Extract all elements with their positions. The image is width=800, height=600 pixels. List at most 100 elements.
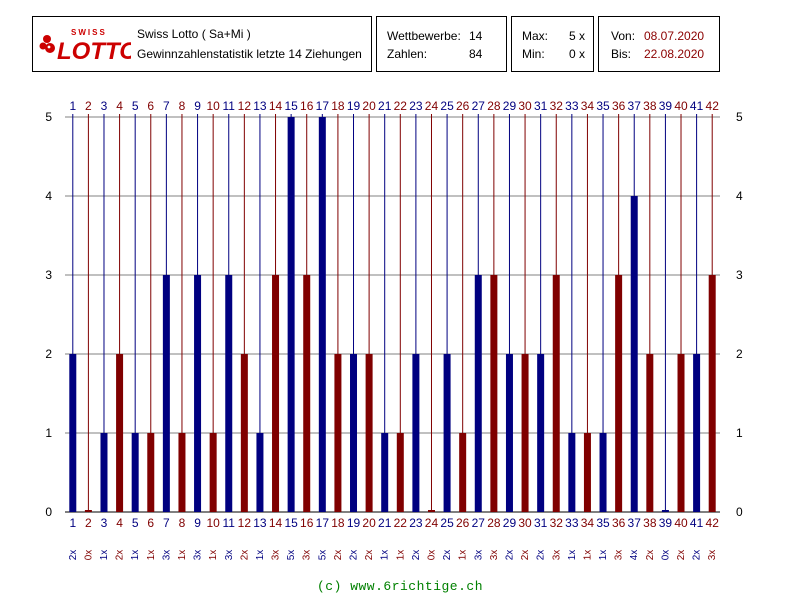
number-label-bottom: 15: [284, 516, 298, 530]
y-tick-label-right: 4: [736, 189, 743, 203]
number-label-top: 8: [179, 99, 186, 113]
von-label: Von:: [611, 29, 636, 43]
bar-number-36: [615, 275, 623, 512]
number-label-top: 17: [316, 99, 330, 113]
y-tick-label-left: 3: [45, 268, 52, 282]
number-label-bottom: 35: [596, 516, 610, 530]
number-label-bottom: 16: [300, 516, 314, 530]
number-label-bottom: 4: [116, 516, 123, 530]
number-label-top: 33: [565, 99, 579, 113]
max-label: Max:: [522, 29, 549, 43]
count-label: 1x: [582, 550, 593, 561]
number-label-bottom: 34: [581, 516, 595, 530]
number-label-top: 42: [706, 99, 720, 113]
y-tick-label-left: 4: [45, 189, 52, 203]
bis-value: 22.08.2020: [644, 47, 705, 61]
svg-text:SWISS: SWISS: [71, 28, 107, 37]
number-label-top: 9: [194, 99, 201, 113]
von-value: 08.07.2020: [644, 29, 705, 43]
count-label: 2x: [333, 550, 344, 561]
number-label-top: 32: [550, 99, 564, 113]
bar-number-6: [147, 433, 155, 512]
number-label-top: 37: [628, 99, 642, 113]
count-label: 1x: [255, 550, 266, 561]
number-label-bottom: 19: [347, 516, 361, 530]
number-label-top: 39: [659, 99, 673, 113]
number-label-top: 20: [362, 99, 376, 113]
count-label: 2x: [676, 550, 687, 561]
bar-number-33: [568, 433, 576, 512]
number-label-top: 19: [347, 99, 361, 113]
bar-number-2: [84, 510, 92, 512]
number-label-top: 38: [643, 99, 657, 113]
number-label-bottom: 28: [487, 516, 501, 530]
bar-number-15: [287, 117, 295, 512]
count-label: 1x: [146, 550, 157, 561]
count-label: 1x: [567, 550, 578, 561]
bar-number-12: [240, 354, 248, 512]
bar-number-40: [677, 354, 685, 512]
number-label-top: 41: [690, 99, 704, 113]
y-tick-label-right: 5: [736, 110, 743, 124]
number-label-bottom: 22: [394, 516, 408, 530]
bar-number-1: [69, 354, 77, 512]
number-label-bottom: 3: [101, 516, 108, 530]
count-label: 1x: [395, 550, 406, 561]
number-label-bottom: 6: [147, 516, 154, 530]
count-label: 5x: [317, 550, 328, 561]
bar-number-42: [708, 275, 716, 512]
number-label-bottom: 18: [331, 516, 345, 530]
count-label: 3x: [614, 550, 625, 561]
bar-number-26: [459, 433, 467, 512]
number-label-bottom: 31: [534, 516, 548, 530]
number-label-top: 1: [69, 99, 76, 113]
number-label-top: 36: [612, 99, 626, 113]
number-label-top: 11: [223, 99, 236, 113]
bar-number-9: [194, 275, 202, 512]
count-label: 2x: [68, 550, 79, 561]
bar-number-23: [412, 354, 420, 512]
number-label-bottom: 39: [659, 516, 673, 530]
maxmin-box: Max: 5 x Min: 0 x: [511, 16, 594, 72]
number-label-bottom: 11: [223, 516, 236, 530]
bar-number-13: [256, 433, 264, 512]
number-label-top: 7: [163, 99, 170, 113]
number-label-bottom: 7: [163, 516, 170, 530]
count-label: 1x: [99, 550, 110, 561]
bar-number-30: [521, 354, 529, 512]
bar-number-35: [599, 433, 607, 512]
chart-subtitle: Gewinnzahlenstatistik letzte 14 Ziehunge…: [137, 47, 362, 61]
bar-number-21: [381, 433, 389, 512]
bar-number-38: [646, 354, 654, 512]
y-tick-label-left: 0: [45, 505, 52, 519]
number-label-top: 13: [253, 99, 267, 113]
number-label-top: 35: [596, 99, 610, 113]
wettbewerbe-value: 14: [469, 29, 483, 43]
bar-number-32: [552, 275, 560, 512]
number-label-bottom: 40: [674, 516, 688, 530]
number-label-top: 26: [456, 99, 470, 113]
number-label-bottom: 32: [550, 516, 564, 530]
number-label-top: 3: [101, 99, 108, 113]
bar-number-37: [630, 196, 638, 512]
number-label-top: 23: [409, 99, 423, 113]
number-label-top: 12: [238, 99, 252, 113]
number-label-bottom: 37: [628, 516, 642, 530]
bar-number-5: [131, 433, 139, 512]
y-tick-label-right: 2: [736, 347, 743, 361]
number-label-bottom: 13: [253, 516, 267, 530]
number-label-bottom: 20: [362, 516, 376, 530]
count-label: 1x: [208, 550, 219, 561]
number-label-top: 14: [269, 99, 283, 113]
number-label-top: 27: [472, 99, 486, 113]
bar-number-39: [661, 510, 669, 512]
bis-label: Bis:: [611, 47, 632, 61]
bar-number-10: [209, 433, 217, 512]
bar-number-34: [583, 433, 591, 512]
number-label-bottom: 5: [132, 516, 139, 530]
wettbewerbe-label: Wettbewerbe:: [387, 29, 461, 43]
bar-number-28: [490, 275, 498, 512]
bar-number-4: [116, 354, 124, 512]
count-label: 2x: [411, 550, 422, 561]
number-label-top: 28: [487, 99, 501, 113]
